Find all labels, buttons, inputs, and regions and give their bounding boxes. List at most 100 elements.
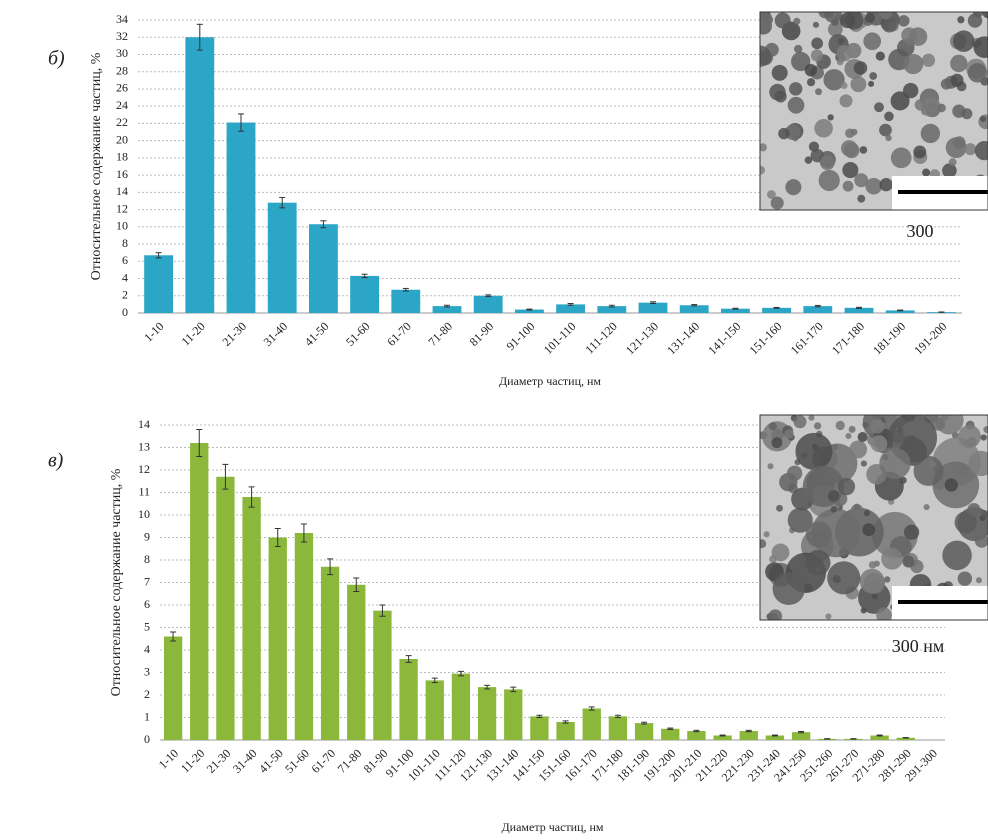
particle — [848, 425, 856, 433]
bar — [451, 673, 471, 740]
bar — [582, 708, 601, 740]
x-tick-label: 31-40 — [230, 746, 260, 776]
error-bar — [608, 304, 615, 308]
y-tick-label: 1 — [144, 709, 150, 723]
y-tick-label: 3 — [144, 664, 150, 678]
bar — [391, 289, 421, 313]
x-tick-label: 101-110 — [541, 319, 579, 357]
y-tick-label: 11 — [138, 484, 150, 498]
micrograph-frame — [759, 414, 988, 621]
x-tick-label: 1-10 — [141, 319, 166, 344]
bar — [268, 537, 287, 740]
particle — [795, 432, 833, 470]
error-bar — [588, 706, 595, 711]
particle — [824, 12, 842, 23]
particle — [772, 572, 805, 605]
particle — [974, 534, 988, 548]
particle — [881, 17, 897, 33]
particle — [811, 37, 824, 50]
y-tick-label: 0 — [122, 305, 128, 319]
particle — [980, 115, 987, 122]
y-tick-label: 14 — [116, 184, 128, 198]
particle — [808, 415, 815, 421]
x-tick-label: 61-70 — [308, 746, 338, 776]
y-tick-label: 10 — [116, 219, 128, 233]
micrograph-frame — [759, 11, 988, 211]
particle — [770, 196, 784, 210]
x-tick-label: 151-160 — [746, 319, 784, 357]
particle — [813, 422, 822, 430]
x-tick-label: 111-120 — [582, 319, 620, 357]
error-bar — [444, 304, 450, 308]
error-bar — [641, 721, 648, 725]
y-tick-label: 4 — [122, 270, 128, 284]
particle — [948, 158, 957, 167]
bar — [634, 723, 654, 740]
bar — [870, 735, 889, 740]
particle — [771, 437, 783, 449]
particle — [767, 190, 776, 199]
y-tick-label: 2 — [144, 687, 150, 701]
particle — [869, 72, 878, 80]
x-tick-label: 71-80 — [335, 746, 365, 776]
bar — [556, 722, 575, 740]
bar — [185, 37, 215, 314]
particle — [835, 420, 845, 431]
x-tick-label: 61-70 — [384, 319, 414, 349]
particle — [804, 156, 813, 164]
particle — [788, 82, 803, 96]
particle — [862, 523, 876, 537]
particle — [785, 179, 802, 196]
bar — [399, 659, 418, 740]
particle — [774, 90, 787, 103]
particle — [968, 450, 988, 477]
bar — [373, 610, 392, 740]
particle — [771, 543, 790, 562]
y-tick-label: 16 — [116, 167, 128, 181]
bar — [739, 731, 758, 740]
bar — [514, 309, 544, 313]
bar — [661, 728, 680, 740]
y-tick-label: 7 — [144, 574, 150, 588]
particle — [837, 477, 856, 496]
particle — [760, 165, 766, 175]
x-tick-label: 31-40 — [261, 319, 291, 349]
particle — [850, 504, 864, 517]
bar — [477, 687, 497, 740]
error-bar — [732, 307, 739, 310]
error-bar — [274, 528, 281, 547]
x-tick-label: 181-190 — [870, 319, 908, 357]
particle — [845, 128, 855, 139]
particle — [825, 613, 832, 620]
bar — [473, 295, 503, 313]
y-tick-label: 2 — [122, 288, 128, 302]
x-tick-label: 81-90 — [467, 319, 497, 349]
particle — [980, 510, 988, 518]
error-bar — [484, 684, 491, 690]
particle — [957, 16, 965, 24]
micrograph — [760, 415, 988, 620]
particle — [957, 571, 973, 586]
particle — [805, 550, 831, 576]
bar — [720, 308, 750, 313]
inset-label: 300 нм — [892, 636, 945, 656]
bar — [679, 305, 709, 313]
error-bar — [745, 729, 752, 733]
error-bar — [485, 294, 492, 298]
x-tick-label: 41-50 — [302, 319, 332, 349]
particle — [980, 434, 987, 441]
bar — [347, 584, 366, 740]
particle — [944, 478, 958, 492]
y-tick-label: 5 — [144, 619, 150, 633]
particle — [952, 30, 975, 52]
y-tick-label: 14 — [138, 417, 150, 431]
particle — [914, 99, 927, 111]
y-tick-label: 18 — [116, 150, 128, 164]
particle — [982, 12, 988, 19]
particle — [767, 463, 774, 470]
particle — [865, 177, 883, 195]
particle — [784, 429, 794, 439]
y-tick-label: 4 — [144, 642, 150, 656]
particle — [923, 504, 930, 511]
